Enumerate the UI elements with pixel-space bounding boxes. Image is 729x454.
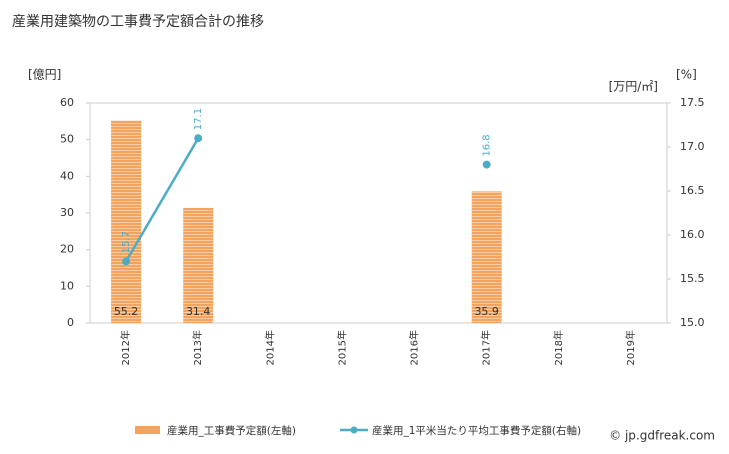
x-tick-label: 2014年 <box>263 330 276 365</box>
bar-value-label: 55.2 <box>114 305 139 318</box>
y-tick-label: 0 <box>67 316 74 329</box>
y-tick-label: 50 <box>60 133 74 146</box>
x-tick-label: 2019年 <box>624 330 637 365</box>
line <box>126 138 487 261</box>
watermark: © jp.gdfreak.com <box>609 429 715 443</box>
x-tick-label: 2013年 <box>191 330 204 365</box>
bar-value-label: 31.4 <box>186 305 211 318</box>
y-tick-label: 20 <box>60 243 74 256</box>
line-point <box>194 134 203 143</box>
plot-frame <box>89 102 668 324</box>
line-value-label: 16.8 <box>482 134 493 156</box>
y2-tick-label: 15.5 <box>680 272 705 285</box>
y2-tick-label: 17.5 <box>680 96 705 109</box>
legend-swatch <box>135 426 160 434</box>
chart-title: 産業用建築物の工事費予定額合計の推移 <box>12 14 264 30</box>
y2-tick-label: 15.0 <box>680 316 705 329</box>
bar-value-label: 35.9 <box>474 305 499 318</box>
legend-label: 産業用_工事費予定額(左軸) <box>167 424 296 437</box>
y2-tick-label: 16.5 <box>680 184 705 197</box>
bar <box>183 207 214 323</box>
y2-tick-label: 17.0 <box>680 140 705 153</box>
y-tick-label: 40 <box>60 169 74 182</box>
legend-label: 産業用_1平米当たり平均工事費予定額(右軸) <box>372 424 581 437</box>
x-tick-label: 2017年 <box>480 330 493 365</box>
line-value-label: 15.7 <box>121 231 132 253</box>
x-tick-label: 2015年 <box>335 330 348 365</box>
x-tick-label: 2018年 <box>552 330 565 365</box>
y-axis-label: [億円] <box>28 68 61 82</box>
x-tick-label: 2012年 <box>119 330 132 365</box>
y-tick-label: 10 <box>60 279 74 292</box>
line-point <box>122 257 131 266</box>
line-point <box>482 160 491 169</box>
bar <box>111 120 142 323</box>
y2-tick-label: 16.0 <box>680 228 705 241</box>
y-tick-label: 30 <box>60 206 74 219</box>
y2-unit-label: [万円/㎡] <box>609 80 658 94</box>
y2-axis-label: [%] <box>676 68 697 82</box>
legend-swatch <box>350 426 358 434</box>
line-value-label: 17.1 <box>193 108 204 130</box>
bar <box>471 191 502 323</box>
y-tick-label: 60 <box>60 96 74 109</box>
x-tick-label: 2016年 <box>408 330 421 365</box>
